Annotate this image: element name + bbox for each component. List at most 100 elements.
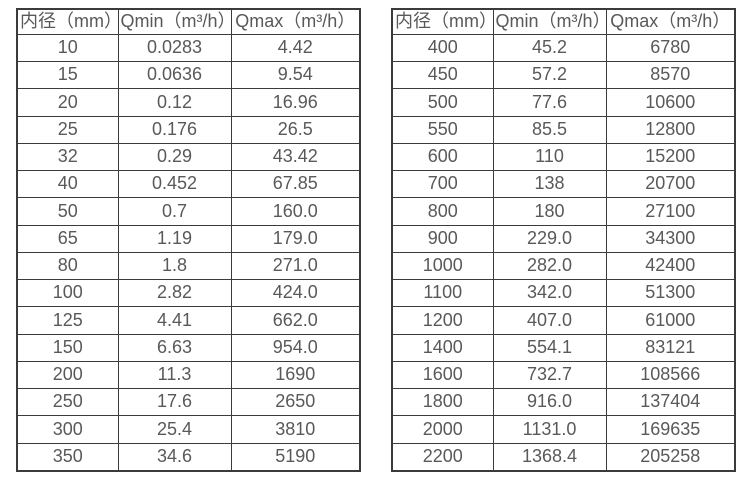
- table-cell: 137404: [605, 388, 736, 417]
- table-cell: 2.82: [117, 279, 232, 308]
- table-cell: 4.41: [117, 306, 232, 335]
- table-cell: 4.42: [230, 33, 361, 63]
- table-cell: 205258: [605, 442, 736, 472]
- table-cell: 229.0: [492, 224, 607, 253]
- table-cell: 16.96: [230, 88, 361, 117]
- table-cell: 1000: [391, 251, 494, 281]
- table-row: 550 85.5 12800: [391, 115, 736, 144]
- table-row: 200 11.3 1690: [16, 360, 361, 390]
- table-row: 32 0.29 43.42: [16, 142, 361, 172]
- flow-spec-table-large-diameters: 内径（mm） Qmin（m³/h） Qmax（m³/h） 400 45.2 6780 45…: [391, 8, 736, 472]
- table-cell: 550: [391, 115, 494, 144]
- table-row: 500 77.6 10600: [391, 88, 736, 117]
- table-row: 100 2.82 424.0: [16, 279, 361, 308]
- table-cell: 1368.4: [492, 442, 607, 472]
- table-cell: 2650: [230, 388, 361, 417]
- table-cell: 160.0: [230, 197, 361, 226]
- table-cell: 0.29: [117, 142, 232, 172]
- table-row: 300 25.4 3810: [16, 415, 361, 444]
- table-cell: 11.3: [117, 360, 232, 390]
- table-cell: 10600: [605, 88, 736, 117]
- table-cell: 169635: [605, 415, 736, 444]
- table-cell: 83121: [605, 333, 736, 362]
- table-cell: 954.0: [230, 333, 361, 362]
- table-cell: 25.4: [117, 415, 232, 444]
- table-cell: 45.2: [492, 33, 607, 63]
- table-cell: 20700: [605, 170, 736, 199]
- table-cell: 0.0636: [117, 61, 232, 90]
- table-row: 150 6.63 954.0: [16, 333, 361, 362]
- table-row: 2000 1131.0 169635: [391, 415, 736, 444]
- table-row: 900 229.0 34300: [391, 224, 736, 253]
- table-cell: 50: [16, 197, 119, 226]
- table-row: 700 138 20700: [391, 170, 736, 199]
- table-cell: 2000: [391, 415, 494, 444]
- table-cell: 125: [16, 306, 119, 335]
- table-cell: 179.0: [230, 224, 361, 253]
- header-row: 内径（mm） Qmin（m³/h） Qmax（m³/h）: [16, 8, 361, 35]
- table-cell: 6780: [605, 33, 736, 63]
- table-cell: 15200: [605, 142, 736, 172]
- table-row: 40 0.452 67.85: [16, 170, 361, 199]
- table-cell: 0.12: [117, 88, 232, 117]
- table-cell: 1131.0: [492, 415, 607, 444]
- table-cell: 1.19: [117, 224, 232, 253]
- table-row: 250 17.6 2650: [16, 388, 361, 417]
- table-row: 15 0.0636 9.54: [16, 61, 361, 90]
- table-row: 350 34.6 5190: [16, 442, 361, 472]
- table-cell: 0.452: [117, 170, 232, 199]
- table-cell: 180: [492, 197, 607, 226]
- table-cell: 0.0283: [117, 33, 232, 63]
- table-cell: 108566: [605, 360, 736, 390]
- table-cell: 9.54: [230, 61, 361, 90]
- table-cell: 10: [16, 33, 119, 63]
- table-cell: 150: [16, 333, 119, 362]
- table-cell: 15: [16, 61, 119, 90]
- table-cell: 40: [16, 170, 119, 199]
- table-cell: 900: [391, 224, 494, 253]
- table-row: 125 4.41 662.0: [16, 306, 361, 335]
- table-cell: 916.0: [492, 388, 607, 417]
- table-cell: 27100: [605, 197, 736, 226]
- table-cell: 1.8: [117, 251, 232, 281]
- table-cell: 51300: [605, 279, 736, 308]
- header-row: 内径（mm） Qmin（m³/h） Qmax（m³/h）: [391, 8, 736, 35]
- column-header: Qmax（m³/h）: [230, 8, 361, 35]
- column-header: Qmin（m³/h）: [492, 8, 607, 35]
- table-cell: 800: [391, 197, 494, 226]
- table-row: 10 0.0283 4.42: [16, 33, 361, 63]
- table-cell: 42400: [605, 251, 736, 281]
- table-row: 1400 554.1 83121: [391, 333, 736, 362]
- table-row: 80 1.8 271.0: [16, 251, 361, 281]
- table-cell: 0.7: [117, 197, 232, 226]
- table-row: 50 0.7 160.0: [16, 197, 361, 226]
- column-header: 内径（mm）: [391, 8, 494, 35]
- table-row: 1600 732.7 108566: [391, 360, 736, 390]
- table-cell: 1400: [391, 333, 494, 362]
- table-cell: 67.85: [230, 170, 361, 199]
- table-cell: 57.2: [492, 61, 607, 90]
- table-cell: 300: [16, 415, 119, 444]
- table-cell: 26.5: [230, 115, 361, 144]
- table-row: 1000 282.0 42400: [391, 251, 736, 281]
- table-row: 400 45.2 6780: [391, 33, 736, 63]
- table-row: 800 180 27100: [391, 197, 736, 226]
- table-cell: 3810: [230, 415, 361, 444]
- table-cell: 138: [492, 170, 607, 199]
- table-cell: 110: [492, 142, 607, 172]
- table-cell: 32: [16, 142, 119, 172]
- table-cell: 1690: [230, 360, 361, 390]
- table-cell: 0.176: [117, 115, 232, 144]
- table-cell: 282.0: [492, 251, 607, 281]
- table-row: 600 110 15200: [391, 142, 736, 172]
- table-cell: 80: [16, 251, 119, 281]
- table-row: 1100 342.0 51300: [391, 279, 736, 308]
- column-header: Qmax（m³/h）: [605, 8, 736, 35]
- table-cell: 424.0: [230, 279, 361, 308]
- table-cell: 1100: [391, 279, 494, 308]
- table-row: 20 0.12 16.96: [16, 88, 361, 117]
- table-cell: 250: [16, 388, 119, 417]
- table-cell: 200: [16, 360, 119, 390]
- table-row: 1200 407.0 61000: [391, 306, 736, 335]
